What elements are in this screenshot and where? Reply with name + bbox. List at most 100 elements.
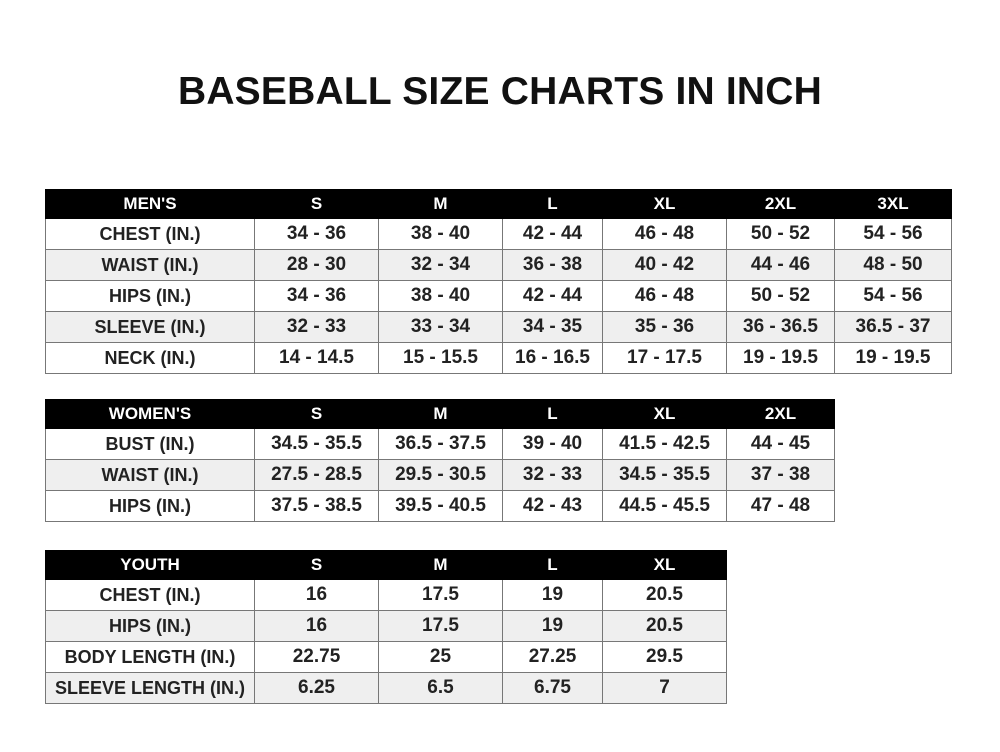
size-value: 6.75	[502, 672, 603, 704]
measurement-label: WAIST (IN.)	[45, 459, 255, 491]
size-header: 2XL	[726, 399, 835, 429]
measurement-label: NECK (IN.)	[45, 342, 255, 374]
size-value: 41.5 - 42.5	[602, 428, 727, 460]
size-value: 32 - 33	[254, 311, 379, 343]
size-value: 54 - 56	[834, 280, 952, 312]
size-header: L	[502, 399, 603, 429]
category-header: WOMEN'S	[45, 399, 255, 429]
table-row: WAIST (IN.) 27.5 - 28.5 29.5 - 30.5 32 - 33…	[45, 459, 835, 491]
size-value: 29.5	[602, 641, 727, 673]
table-row: HIPS (IN.) 16 17.5 19 20.5	[45, 610, 727, 642]
size-value: 16	[254, 610, 379, 642]
size-value: 28 - 30	[254, 249, 379, 281]
table-row: HIPS (IN.) 37.5 - 38.5 39.5 - 40.5 42 - 43 4…	[45, 490, 835, 522]
size-value: 19	[502, 610, 603, 642]
size-header: S	[254, 550, 379, 580]
size-value: 42 - 44	[502, 218, 603, 250]
size-value: 48 - 50	[834, 249, 952, 281]
size-value: 34 - 36	[254, 280, 379, 312]
measurement-label: BUST (IN.)	[45, 428, 255, 460]
measurement-label: HIPS (IN.)	[45, 610, 255, 642]
size-value: 42 - 43	[502, 490, 603, 522]
size-value: 32 - 33	[502, 459, 603, 491]
category-header: MEN'S	[45, 189, 255, 219]
size-header: M	[378, 399, 503, 429]
measurement-label: BODY LENGTH (IN.)	[45, 641, 255, 673]
size-header: XL	[602, 550, 727, 580]
size-value: 27.5 - 28.5	[254, 459, 379, 491]
size-header: S	[254, 189, 379, 219]
size-value: 32 - 34	[378, 249, 503, 281]
table-row: CHEST (IN.) 16 17.5 19 20.5	[45, 579, 727, 611]
size-value: 37.5 - 38.5	[254, 490, 379, 522]
size-value: 34 - 35	[502, 311, 603, 343]
size-value: 46 - 48	[602, 218, 727, 250]
size-value: 44 - 45	[726, 428, 835, 460]
size-value: 38 - 40	[378, 280, 503, 312]
size-value: 17.5	[378, 579, 503, 611]
size-header: XL	[602, 399, 727, 429]
size-value: 50 - 52	[726, 218, 835, 250]
size-value: 20.5	[602, 610, 727, 642]
size-value: 44 - 46	[726, 249, 835, 281]
size-header: 2XL	[726, 189, 835, 219]
measurement-label: HIPS (IN.)	[45, 490, 255, 522]
size-value: 25	[378, 641, 503, 673]
size-value: 34.5 - 35.5	[254, 428, 379, 460]
size-value: 34 - 36	[254, 218, 379, 250]
size-value: 39.5 - 40.5	[378, 490, 503, 522]
size-value: 38 - 40	[378, 218, 503, 250]
size-value: 19 - 19.5	[726, 342, 835, 374]
size-value: 6.5	[378, 672, 503, 704]
table-row: WAIST (IN.) 28 - 30 32 - 34 36 - 38 40 - 42 4…	[45, 249, 952, 281]
size-header: M	[378, 189, 503, 219]
size-value: 14 - 14.5	[254, 342, 379, 374]
table-row: NECK (IN.) 14 - 14.5 15 - 15.5 16 - 16.5 17 …	[45, 342, 952, 374]
header-row: MEN'S S M L XL 2XL 3XL	[45, 189, 952, 219]
size-value: 36 - 36.5	[726, 311, 835, 343]
size-value: 16 - 16.5	[502, 342, 603, 374]
size-value: 44.5 - 45.5	[602, 490, 727, 522]
table-row: SLEEVE LENGTH (IN.) 6.25 6.5 6.75 7	[45, 672, 727, 704]
size-value: 35 - 36	[602, 311, 727, 343]
table-row: HIPS (IN.) 34 - 36 38 - 40 42 - 44 46 - 48 50…	[45, 280, 952, 312]
size-value: 22.75	[254, 641, 379, 673]
header-row: WOMEN'S S M L XL 2XL	[45, 399, 835, 429]
size-value: 6.25	[254, 672, 379, 704]
measurement-label: CHEST (IN.)	[45, 218, 255, 250]
size-value: 29.5 - 30.5	[378, 459, 503, 491]
size-value: 27.25	[502, 641, 603, 673]
size-value: 50 - 52	[726, 280, 835, 312]
size-value: 19	[502, 579, 603, 611]
size-value: 33 - 34	[378, 311, 503, 343]
size-value: 54 - 56	[834, 218, 952, 250]
table-row: SLEEVE (IN.) 32 - 33 33 - 34 34 - 35 35 - 36…	[45, 311, 952, 343]
size-value: 46 - 48	[602, 280, 727, 312]
size-value: 16	[254, 579, 379, 611]
table-row: CHEST (IN.) 34 - 36 38 - 40 42 - 44 46 - 48 5…	[45, 218, 952, 250]
size-header: L	[502, 189, 603, 219]
size-value: 40 - 42	[602, 249, 727, 281]
size-value: 20.5	[602, 579, 727, 611]
size-header: L	[502, 550, 603, 580]
youth-size-table: YOUTH S M L XL CHEST (IN.) 16 17.5 19 20.5 HIPS (I…	[45, 550, 727, 704]
page-title: BASEBALL SIZE CHARTS IN INCH	[177, 70, 823, 113]
womens-size-table: WOMEN'S S M L XL 2XL BUST (IN.) 34.5 - 35.5 36.5…	[45, 399, 835, 522]
measurement-label: HIPS (IN.)	[45, 280, 255, 312]
category-header: YOUTH	[45, 550, 255, 580]
size-value: 47 - 48	[726, 490, 835, 522]
size-value: 36.5 - 37	[834, 311, 952, 343]
size-value: 37 - 38	[726, 459, 835, 491]
size-header: S	[254, 399, 379, 429]
size-header: 3XL	[834, 189, 952, 219]
measurement-label: SLEEVE (IN.)	[45, 311, 255, 343]
header-row: YOUTH S M L XL	[45, 550, 727, 580]
size-value: 34.5 - 35.5	[602, 459, 727, 491]
mens-size-table: MEN'S S M L XL 2XL 3XL CHEST (IN.) 34 - 36 38 - 4…	[45, 189, 952, 374]
size-value: 7	[602, 672, 727, 704]
measurement-label: CHEST (IN.)	[45, 579, 255, 611]
size-value: 36 - 38	[502, 249, 603, 281]
size-value: 15 - 15.5	[378, 342, 503, 374]
table-row: BODY LENGTH (IN.) 22.75 25 27.25 29.5	[45, 641, 727, 673]
size-value: 17 - 17.5	[602, 342, 727, 374]
